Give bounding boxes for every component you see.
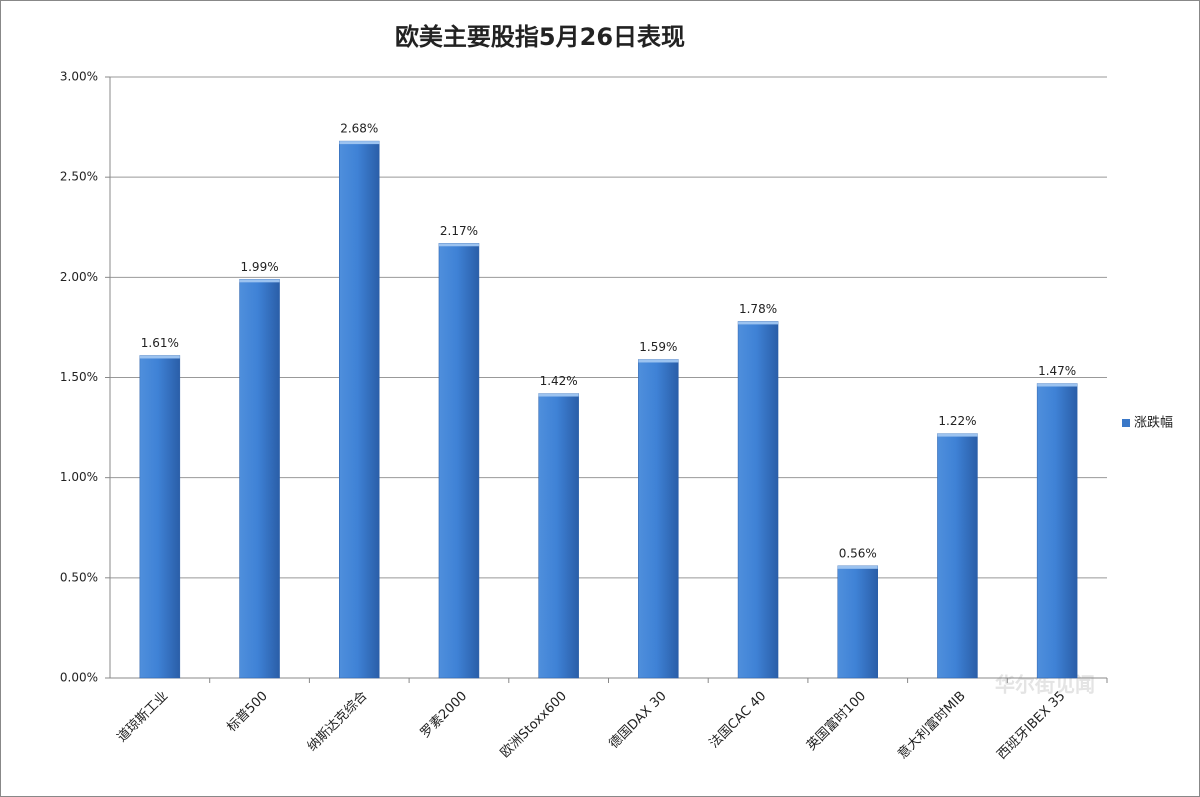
bar: [638, 359, 679, 679]
legend-swatch: [1122, 419, 1130, 427]
y-tick-label: 1.50%: [60, 370, 98, 384]
bar-cap: [139, 355, 180, 359]
y-tick-label: 3.00%: [60, 70, 98, 84]
bar-cap: [339, 141, 380, 145]
y-tick-label: 1.00%: [60, 470, 98, 484]
bar: [1036, 383, 1078, 679]
data-label: 1.78%: [739, 302, 777, 316]
data-label: 1.47%: [1038, 364, 1076, 378]
bar-cap: [738, 321, 779, 325]
bar-cap: [239, 279, 280, 283]
y-tick-label: 2.00%: [60, 270, 98, 284]
bar-cap: [638, 359, 679, 363]
bar-cap: [438, 243, 479, 247]
bar: [737, 321, 779, 679]
data-label: 1.61%: [141, 336, 179, 350]
y-tick-label: 0.50%: [60, 570, 98, 584]
data-label: 1.99%: [240, 260, 278, 274]
data-label: 2.68%: [340, 122, 378, 136]
data-label: 2.17%: [440, 224, 478, 238]
bar-cap: [1037, 383, 1078, 387]
bar-cap: [937, 433, 978, 437]
bar: [937, 433, 978, 679]
y-tick-label: 0.00%: [60, 671, 98, 685]
chart-title: 欧美主要股指5月26日表现: [395, 23, 685, 51]
bar: [139, 355, 181, 679]
bar-cap: [538, 393, 579, 397]
data-label: 1.59%: [639, 340, 677, 354]
bar: [339, 140, 380, 679]
bar: [837, 565, 878, 679]
bar: [239, 279, 280, 679]
data-label: 0.56%: [839, 546, 877, 560]
legend-label: 涨跌幅: [1134, 415, 1173, 431]
data-label: 1.42%: [540, 374, 578, 388]
y-tick-label: 2.50%: [60, 170, 98, 184]
bar: [538, 393, 579, 679]
bar: [438, 243, 480, 679]
data-label: 1.22%: [938, 414, 976, 428]
bar-cap: [837, 565, 878, 569]
